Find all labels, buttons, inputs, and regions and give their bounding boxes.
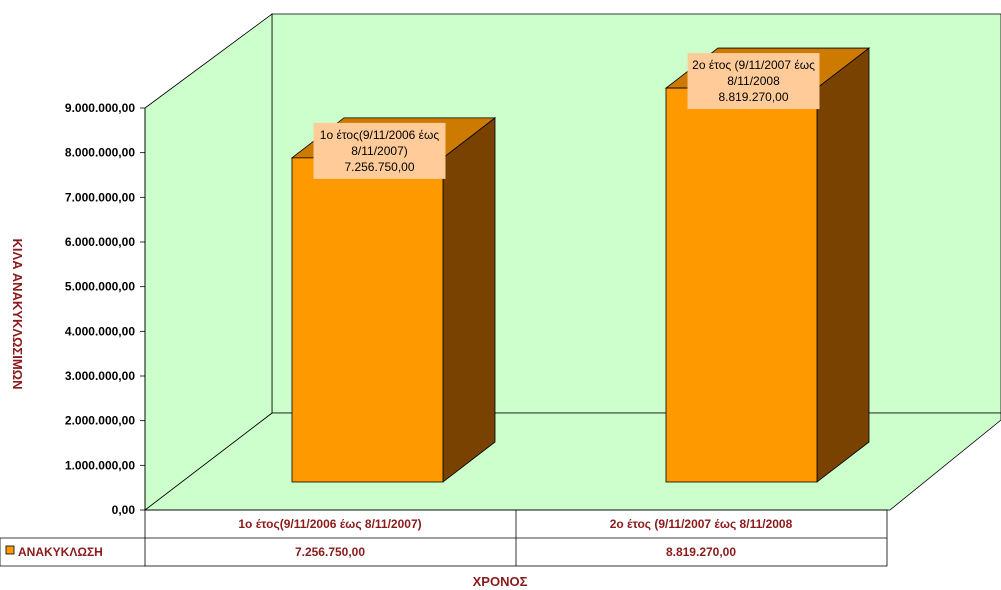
bar-1 bbox=[291, 157, 444, 483]
x-axis-title: ΧΡΟΝΟΣ bbox=[473, 574, 528, 589]
table-header-cat-1: 1ο έτος(9/11/2006 έως 8/11/2007) bbox=[238, 517, 421, 531]
y-tick-label: 8.000.000,00 bbox=[65, 146, 135, 160]
data-label-box-2 bbox=[687, 53, 820, 110]
table-value-2: 8.819.270,00 bbox=[666, 545, 736, 559]
legend-swatch bbox=[5, 545, 15, 555]
data-table: ΑΝΑΚΥΚΛΩΣΗ 1ο έτος(9/11/2006 έως 8/11/20… bbox=[0, 509, 888, 567]
y-axis: 0,00 1.000.000,00 2.000.000,00 3.000.000,00… bbox=[65, 101, 146, 517]
data-label-text: 8/11/2008 bbox=[727, 74, 780, 88]
y-axis-title: ΚΙΛΑ ΑΝΑΚΥΚΛΩΣΙΜΩΝ bbox=[10, 239, 25, 390]
data-label-box-1 bbox=[313, 122, 446, 179]
y-tick-label: 1.000.000,00 bbox=[65, 458, 135, 472]
y-tick-label: 0,00 bbox=[112, 503, 136, 517]
y-tick-label: 5.000.000,00 bbox=[65, 280, 135, 294]
data-label-text: 1ο έτος(9/11/2006 έως bbox=[320, 128, 440, 142]
data-label-text: 2ο έτος (9/11/2007 έως bbox=[692, 58, 815, 72]
y-tick-label: 2.000.000,00 bbox=[65, 414, 135, 428]
bar-side-2 bbox=[816, 47, 870, 483]
y-tick-label: 4.000.000,00 bbox=[65, 324, 135, 338]
y-tick-label: 9.000.000,00 bbox=[65, 101, 135, 115]
bar-2 bbox=[665, 87, 818, 483]
bar-side-1 bbox=[442, 117, 496, 483]
table-value-1: 7.256.750,00 bbox=[295, 545, 365, 559]
table-header-cat-2: 2ο έτος (9/11/2007 έως 8/11/2008 bbox=[610, 517, 793, 531]
data-labels: 1ο έτος(9/11/2006 έως 8/11/2007) 7.256.750… bbox=[313, 53, 820, 179]
floor bbox=[143, 412, 1001, 511]
data-label-text: 8.819.270,00 bbox=[718, 90, 788, 104]
y-tick-label: 3.000.000,00 bbox=[65, 369, 135, 383]
legend-series-name: ΑΝΑΚΥΚΛΩΣΗ bbox=[18, 545, 103, 559]
data-label-text: 7.256.750,00 bbox=[344, 160, 414, 174]
y-tick-label: 6.000.000,00 bbox=[65, 235, 135, 249]
data-label-text: 8/11/2007) bbox=[351, 144, 408, 158]
y-tick-label: 7.000.000,00 bbox=[65, 190, 135, 204]
